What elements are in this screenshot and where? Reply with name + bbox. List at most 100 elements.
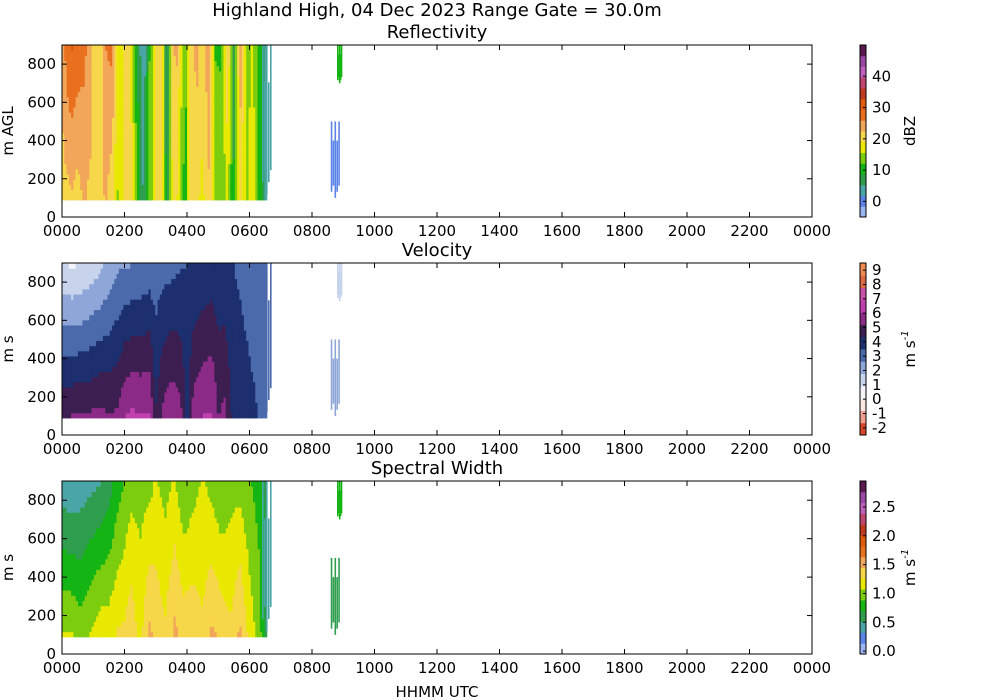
heatmap-cell xyxy=(118,335,122,341)
heatmap-cell xyxy=(187,101,190,108)
heatmap-cell xyxy=(114,392,118,398)
heatmap-cell xyxy=(68,273,72,280)
heatmap-cell xyxy=(139,288,143,295)
heatmap-cell xyxy=(109,392,113,398)
heatmap-cell xyxy=(212,319,215,326)
heatmap-cell xyxy=(137,288,140,295)
heatmap-cell xyxy=(164,122,168,129)
heatmap-cell xyxy=(200,127,204,134)
heatmap-cell xyxy=(121,179,124,185)
heatmap-cell xyxy=(107,371,111,378)
heatmap-cell xyxy=(125,355,129,362)
heatmap-cell xyxy=(218,376,222,383)
heatmap-cell xyxy=(125,304,129,311)
heatmap-cell xyxy=(173,412,177,419)
heatmap-cell xyxy=(264,60,268,67)
heatmap-cell xyxy=(198,361,202,367)
heatmap-cell xyxy=(71,101,74,108)
heatmap-cell xyxy=(209,278,213,285)
heatmap-cell xyxy=(102,412,106,419)
heatmap-cell xyxy=(114,340,118,347)
heatmap-cell xyxy=(77,278,81,285)
heatmap-cell xyxy=(196,412,200,419)
heatmap-cell xyxy=(237,168,240,175)
heatmap-cell xyxy=(221,397,225,403)
heatmap-cell xyxy=(243,86,247,93)
heatmap-cell xyxy=(246,65,250,72)
heatmap-cell xyxy=(121,174,124,180)
heatmap-cell xyxy=(80,371,84,378)
heatmap-cell xyxy=(164,65,168,72)
heatmap-cell xyxy=(82,412,86,419)
heatmap-cell xyxy=(68,132,72,139)
heatmap-cell xyxy=(166,268,170,274)
heatmap-cell xyxy=(150,340,154,347)
heatmap-cell xyxy=(148,330,152,336)
heatmap-cell xyxy=(102,158,106,165)
heatmap-cell xyxy=(237,132,240,139)
heatmap-cell xyxy=(232,81,236,87)
heatmap-cell xyxy=(91,132,95,139)
heatmap-cell xyxy=(121,106,124,113)
heatmap-cell xyxy=(209,288,213,295)
heatmap-cell xyxy=(171,412,175,419)
heatmap-cell xyxy=(109,381,113,388)
heatmap-cell xyxy=(175,371,179,378)
heatmap-cell xyxy=(84,324,88,331)
heatmap-cell xyxy=(200,288,204,295)
heatmap-cell xyxy=(64,106,68,113)
heatmap-cell xyxy=(73,91,77,98)
heatmap-cell xyxy=(187,273,190,280)
heatmap-cell xyxy=(139,361,143,367)
heatmap-cell xyxy=(164,273,168,280)
heatmap-cell xyxy=(168,163,172,170)
heatmap-cell xyxy=(91,324,95,331)
heatmap-cell xyxy=(91,278,95,285)
heatmap-cell xyxy=(150,345,154,352)
heatmap-cell xyxy=(223,127,227,134)
heatmap-cell xyxy=(150,112,154,118)
heatmap-cell xyxy=(77,179,81,185)
heatmap-cell xyxy=(187,86,190,93)
heatmap-cell xyxy=(264,163,268,170)
heatmap-cell xyxy=(143,45,147,51)
heatmap-cell xyxy=(205,309,209,316)
heatmap-cell xyxy=(173,283,177,290)
heatmap-cell xyxy=(203,340,206,347)
heatmap-cell xyxy=(141,268,145,274)
heatmap-cell xyxy=(203,304,206,311)
heatmap-cells xyxy=(62,263,343,419)
heatmap-cell xyxy=(112,376,115,383)
heatmap-cell xyxy=(212,293,215,300)
heatmap-cell xyxy=(171,386,175,393)
heatmap-cell xyxy=(130,350,134,357)
heatmap-cell xyxy=(250,75,254,82)
heatmap-cell xyxy=(150,407,154,414)
heatmap-cell xyxy=(187,355,190,362)
heatmap-cell xyxy=(62,263,65,269)
heatmap-cell xyxy=(159,330,163,336)
heatmap-cell xyxy=(150,324,154,331)
heatmap-cell xyxy=(253,168,256,175)
heatmap-cell xyxy=(73,345,77,352)
heatmap-cell xyxy=(125,273,129,280)
heatmap-cell xyxy=(84,153,88,160)
heatmap-cell xyxy=(209,397,213,403)
heatmap-cell xyxy=(196,163,200,170)
heatmap-cell xyxy=(241,91,245,98)
heatmap-cell xyxy=(214,91,218,98)
heatmap-cell xyxy=(209,137,213,144)
heatmap-cell xyxy=(162,75,165,82)
heatmap-cell xyxy=(75,366,79,372)
heatmap-cell xyxy=(112,304,115,311)
heatmap-cell xyxy=(198,263,202,269)
heatmap-cell xyxy=(150,304,154,311)
heatmap-cell xyxy=(89,299,93,305)
heatmap-cell xyxy=(127,371,131,378)
heatmap-cell xyxy=(148,55,152,62)
heatmap-cell xyxy=(64,60,68,67)
heatmap-cell xyxy=(121,137,124,144)
heatmap-cell xyxy=(146,55,150,62)
heatmap-cell xyxy=(191,45,195,51)
heatmap-cell xyxy=(175,91,179,98)
